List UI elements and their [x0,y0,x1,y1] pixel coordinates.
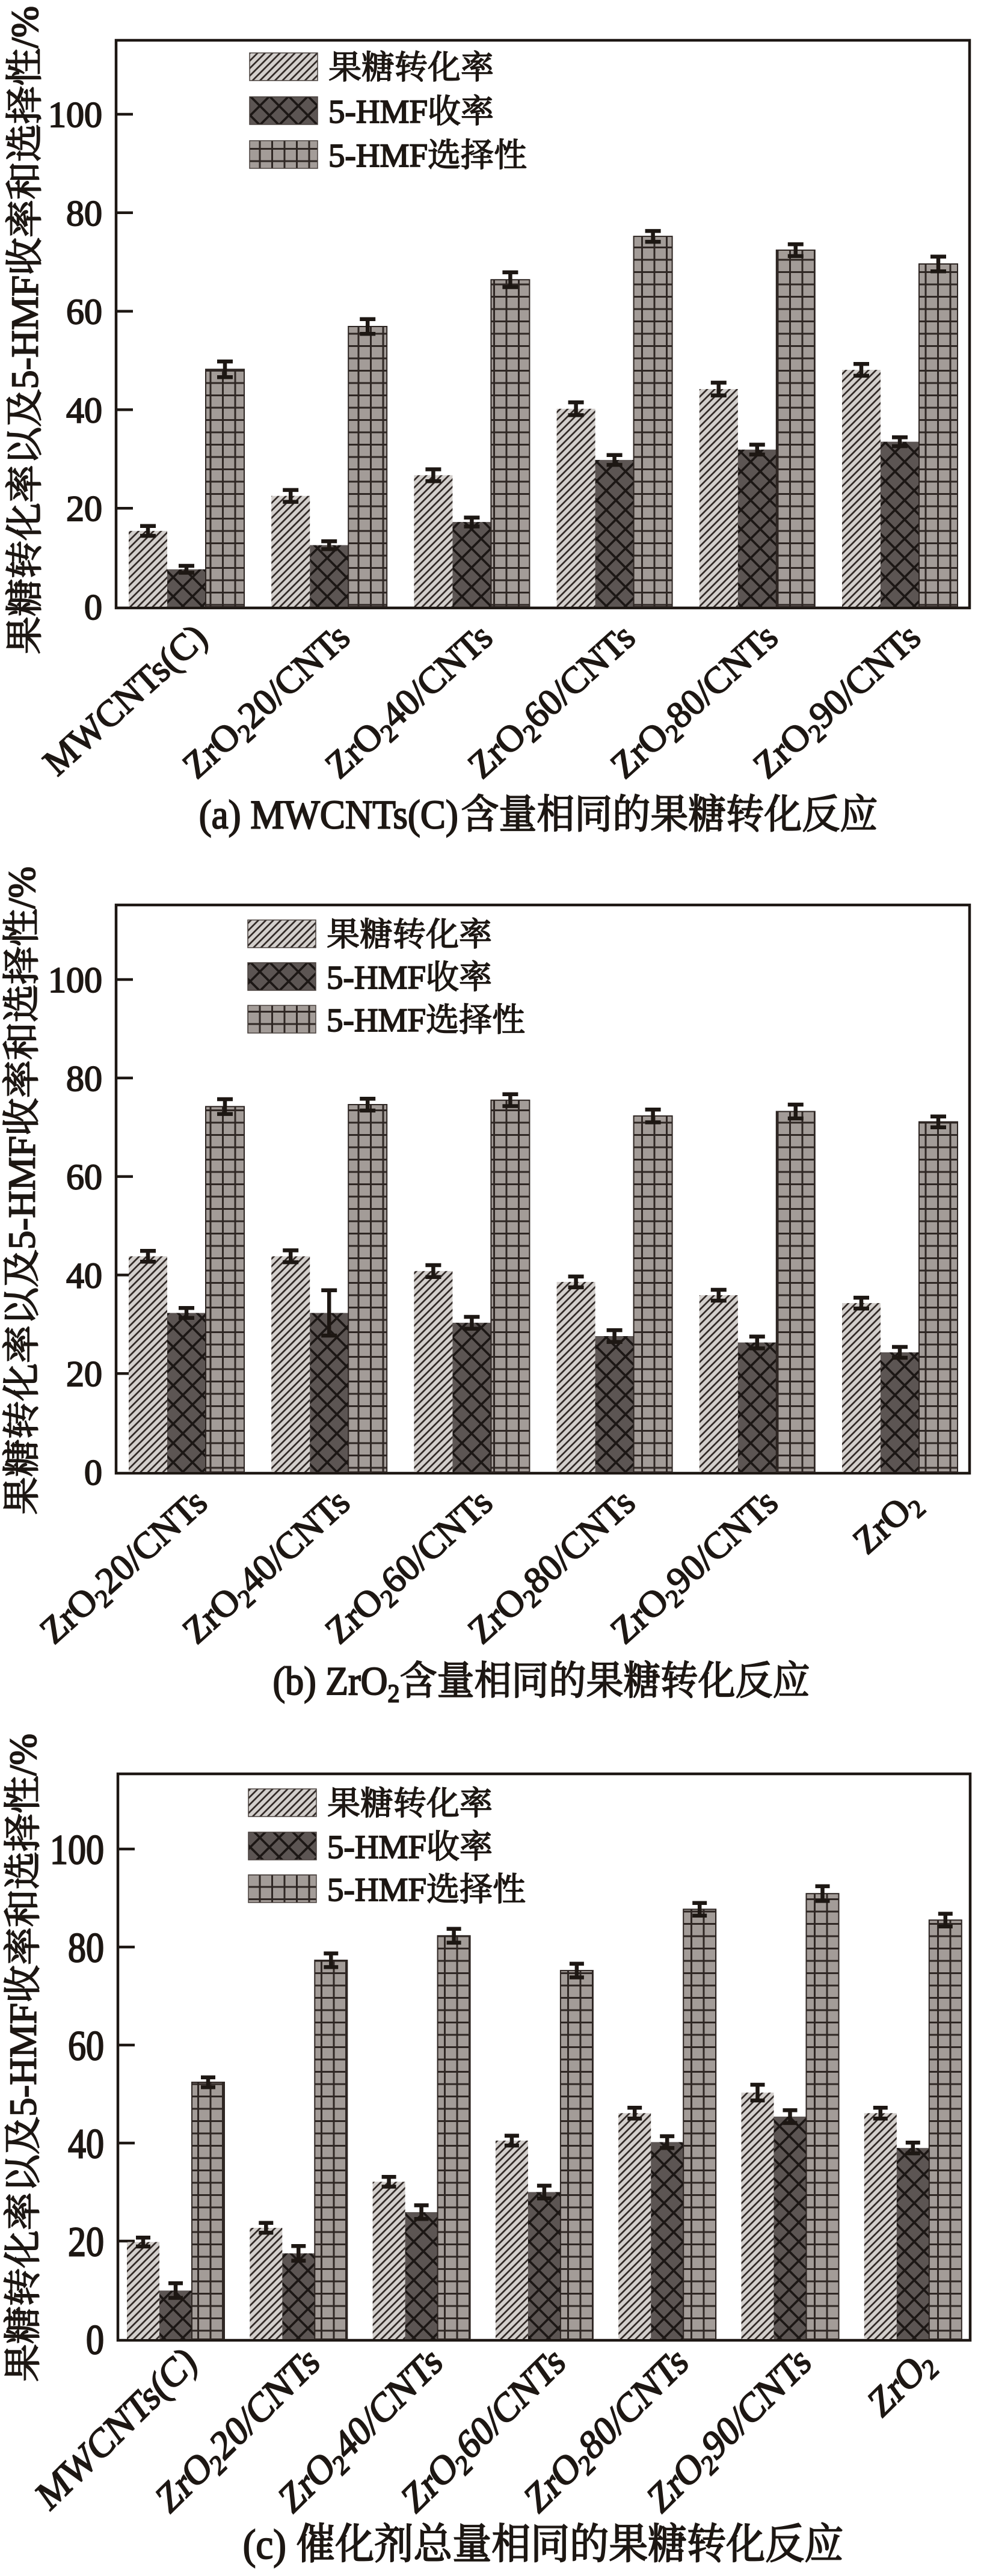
svg-text:40: 40 [68,2121,104,2167]
svg-text:5-HMF: 5-HMF [1,1136,43,1250]
svg-text:100: 100 [48,95,102,135]
svg-text:5-HMF: 5-HMF [4,275,46,389]
svg-text:(b) ZrO: (b) ZrO [272,1659,387,1703]
svg-text:0: 0 [84,587,102,627]
svg-text:5-HMF: 5-HMF [328,93,428,130]
svg-text:60: 60 [66,1158,102,1197]
svg-text:40: 40 [66,1256,102,1295]
svg-text:0: 0 [84,1453,102,1492]
svg-text:80: 80 [66,194,102,233]
svg-text:(a) MWCNTs(C): (a) MWCNTs(C) [199,793,458,837]
svg-text:(c): (c) [243,2521,286,2568]
svg-text:20: 20 [68,2219,104,2265]
svg-text:/%: /% [2,1734,45,1776]
svg-text:5-HMF: 5-HMF [2,2003,45,2117]
svg-text:/%: /% [4,6,46,48]
svg-text:60: 60 [68,2023,104,2069]
svg-text:5-HMF: 5-HMF [327,1871,426,1908]
svg-text:20: 20 [66,489,102,529]
svg-text:80: 80 [66,1059,102,1099]
svg-text:60: 60 [66,292,102,332]
svg-text:100: 100 [48,960,102,1000]
svg-text:100: 100 [50,1827,104,1873]
svg-text:5-HMF: 5-HMF [327,959,426,996]
svg-text:80: 80 [68,1925,104,1971]
svg-text:2: 2 [388,1679,400,1708]
svg-text:/%: /% [1,866,43,909]
svg-text:5-HMF: 5-HMF [328,137,428,174]
svg-text:40: 40 [66,390,102,430]
svg-text:5-HMF: 5-HMF [327,1829,426,1865]
svg-text:20: 20 [66,1354,102,1394]
svg-text:5-HMF: 5-HMF [327,1002,426,1038]
svg-text:0: 0 [86,2317,104,2363]
